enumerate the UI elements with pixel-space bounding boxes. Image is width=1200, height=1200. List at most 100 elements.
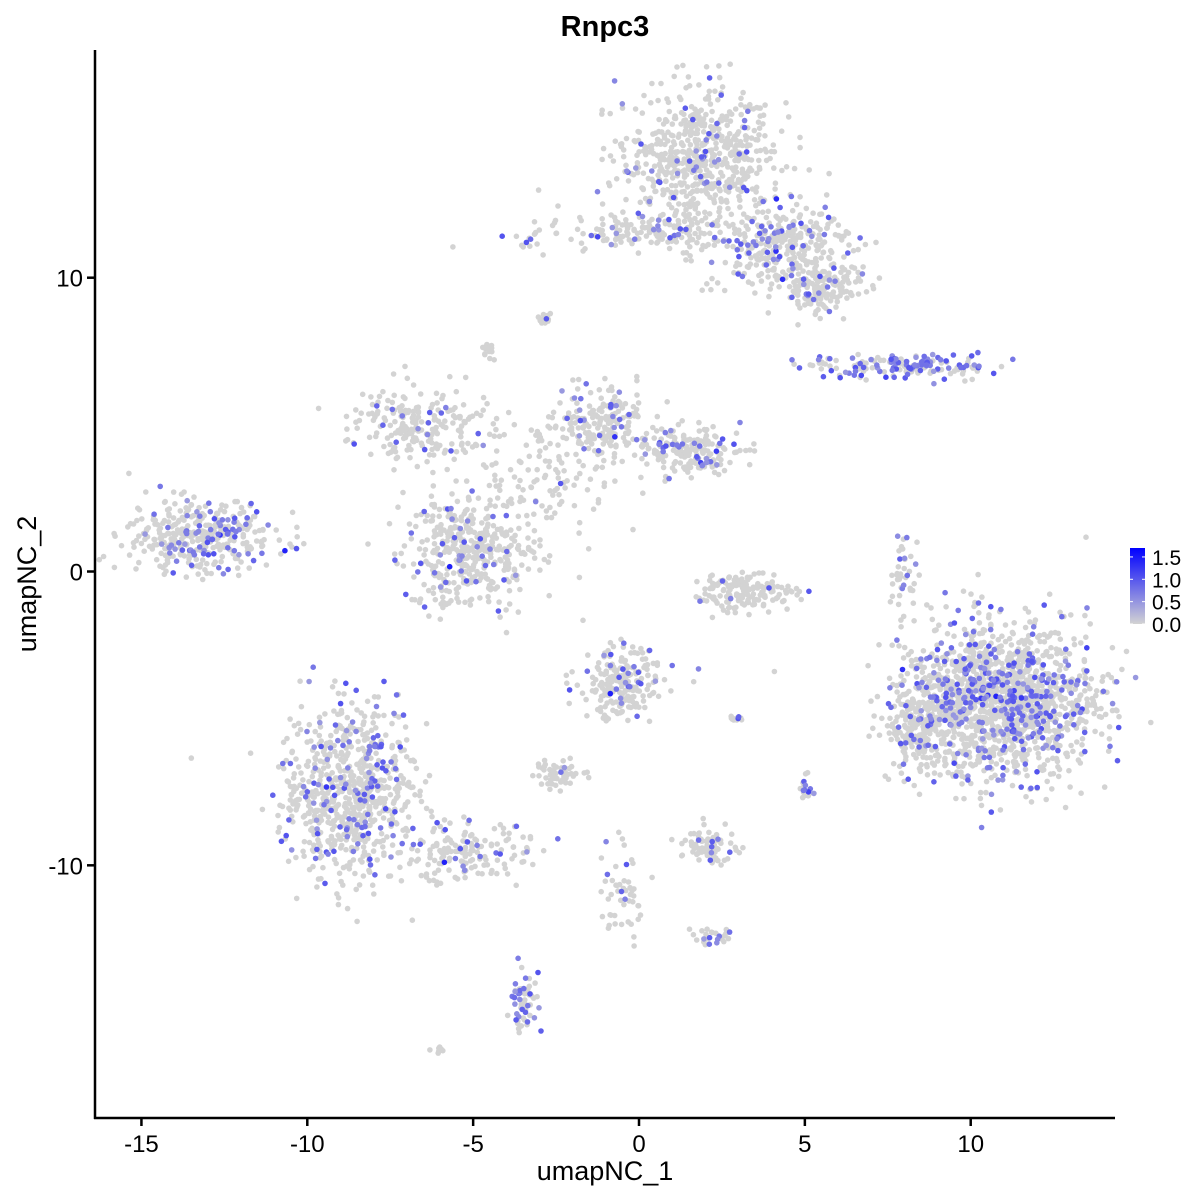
cell-point [293,854,299,861]
cell-point [395,504,401,511]
cell-point [629,644,636,650]
cell-point [998,757,1005,763]
cell-point [547,488,553,494]
cell-point [485,593,491,600]
cell-point [681,464,687,471]
cell-point [1087,621,1093,627]
cell-point [712,88,718,94]
cell-point [609,678,615,685]
cell-point [546,553,553,559]
cell-point [684,447,690,453]
cell-point [415,409,422,416]
cell-point [1098,714,1105,720]
cell-point [227,537,233,543]
cell-point [377,839,383,845]
cell-point [751,448,758,454]
cell-point [162,532,168,539]
cell-point [670,139,677,145]
cell-point [601,480,608,486]
cell-point [662,478,668,484]
cell-point [758,240,764,247]
cell-point [723,160,730,166]
cell-point [765,274,771,280]
cell-point [648,239,654,246]
cell-point [352,870,358,877]
cell-point [223,503,229,510]
cell-point [1032,738,1038,745]
cell-point [327,820,334,827]
cell-point [383,732,389,738]
cell-point [1046,653,1053,660]
cell-point [929,616,936,623]
cell-point [750,591,757,597]
cell-point [564,478,570,484]
cell-point [511,566,518,572]
cell-point [683,172,690,178]
cell-point [517,586,523,593]
cell-point [337,845,344,851]
cell-point [1054,758,1061,765]
cell-point [391,392,398,399]
cell-point [626,237,633,243]
cell-point [275,812,281,819]
cell-point [840,316,847,322]
cell-point [812,286,819,293]
cell-point [543,514,550,521]
cell-point [438,848,445,855]
cell-point [758,278,765,284]
cell-point [678,109,685,116]
cell-point [812,311,819,318]
cell-point [1043,796,1049,803]
cell-point [314,884,320,890]
cell-point [1012,673,1019,679]
cell-point [503,607,509,613]
cell-point [690,182,696,189]
cell-point [688,258,694,264]
cell-point [624,695,630,702]
cell-point [501,861,508,867]
cell-point [240,534,247,540]
cell-point [491,433,498,440]
cell-point [923,735,930,742]
cell-point [599,408,605,415]
cell-point [430,483,437,489]
cell-point [496,599,502,605]
cell-point [689,459,695,466]
cell-point [951,633,957,639]
cell-point [595,500,602,506]
cell-point [579,690,586,696]
cell-point [934,751,941,758]
cell-point [671,224,678,231]
cell-point [344,905,351,912]
cell-point [599,464,606,471]
cell-point [327,739,334,746]
cell-point [439,395,445,402]
cell-point [360,873,367,879]
cell-point [422,779,429,785]
cell-point [306,721,313,728]
cell-point [731,449,738,456]
cell-point [668,148,674,154]
cell-point [724,122,730,129]
cell-point [855,291,862,297]
cell-point [863,289,870,295]
cell-point [413,765,420,772]
cell-point [428,808,435,815]
cell-point [566,700,572,707]
cell-point [1019,686,1026,692]
cell-point [1034,648,1040,654]
cell-point [537,567,543,573]
cell-point [1079,742,1085,748]
cell-point [559,426,566,432]
cell-point [493,415,500,422]
cell-point [754,209,761,215]
cell-point [765,208,772,215]
cell-point [600,221,606,228]
cell-point [743,137,749,143]
cell-point [1027,619,1033,625]
cell-point [1024,772,1030,779]
cell-point [178,491,185,498]
cell-point [843,288,850,295]
cell-point [1032,617,1039,623]
cell-point [427,854,433,861]
